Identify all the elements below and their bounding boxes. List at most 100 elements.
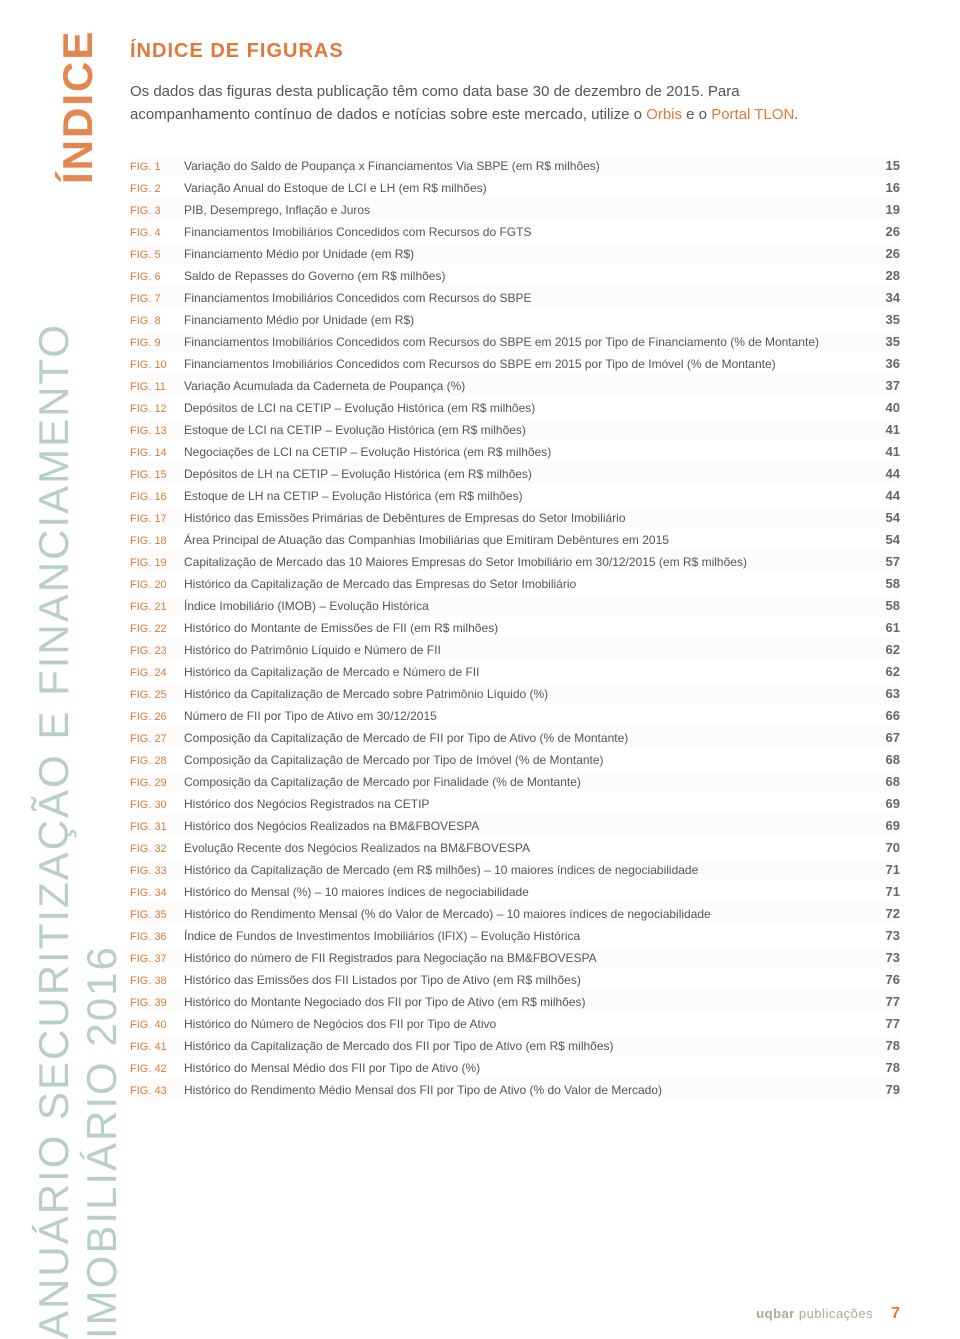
figure-row[interactable]: FIG. 43Histórico do Rendimento Médio Men… bbox=[130, 1078, 900, 1100]
figure-description: Histórico do Rendimento Médio Mensal dos… bbox=[184, 1083, 870, 1097]
figure-page: 71 bbox=[870, 862, 900, 877]
figure-row[interactable]: FIG. 39Histórico do Montante Negociado d… bbox=[130, 990, 900, 1012]
figure-description: Histórico do Patrimônio Líquido e Número… bbox=[184, 643, 870, 657]
figure-number: FIG. 12 bbox=[130, 403, 184, 415]
figure-page: 57 bbox=[870, 554, 900, 569]
footer-page-number: 7 bbox=[891, 1305, 900, 1323]
figure-number: FIG. 15 bbox=[130, 469, 184, 481]
figure-page: 72 bbox=[870, 906, 900, 921]
figure-page: 77 bbox=[870, 994, 900, 1009]
figure-row[interactable]: FIG. 11Variação Acumulada da Caderneta d… bbox=[130, 374, 900, 396]
figure-page: 78 bbox=[870, 1038, 900, 1053]
figure-row[interactable]: FIG. 10Financiamentos Imobiliários Conce… bbox=[130, 352, 900, 374]
figure-row[interactable]: FIG. 25Histórico da Capitalização de Mer… bbox=[130, 682, 900, 704]
figure-number: FIG. 26 bbox=[130, 711, 184, 723]
intro-text-mid: e o bbox=[682, 106, 711, 123]
figure-row[interactable]: FIG. 18Área Principal de Atuação das Com… bbox=[130, 528, 900, 550]
figure-row[interactable]: FIG. 26Número de FII por Tipo de Ativo e… bbox=[130, 704, 900, 726]
figure-row[interactable]: FIG. 7Financiamentos Imobiliários Conced… bbox=[130, 286, 900, 308]
figure-page: 77 bbox=[870, 1016, 900, 1031]
figure-page: 78 bbox=[870, 1060, 900, 1075]
figure-row[interactable]: FIG. 22Histórico do Montante de Emissões… bbox=[130, 616, 900, 638]
link-portal-tlon[interactable]: Portal TLON bbox=[711, 106, 794, 123]
figure-row[interactable]: FIG. 6Saldo de Repasses do Governo (em R… bbox=[130, 264, 900, 286]
figure-description: Composição da Capitalização de Mercado p… bbox=[184, 775, 870, 789]
link-orbis[interactable]: Orbis bbox=[646, 106, 682, 123]
sidebar-vertical: ANUÁRIO SECURITIZAÇÃO E FINANCIAMENTO IM… bbox=[30, 30, 126, 1339]
figure-row[interactable]: FIG. 35Histórico do Rendimento Mensal (%… bbox=[130, 902, 900, 924]
figure-number: FIG. 20 bbox=[130, 579, 184, 591]
sidebar-sub-title: ÍNDICE bbox=[54, 30, 102, 184]
figure-row[interactable]: FIG. 36Índice de Fundos de Investimentos… bbox=[130, 924, 900, 946]
figure-page: 62 bbox=[870, 664, 900, 679]
figure-row[interactable]: FIG. 38Histórico das Emissões dos FII Li… bbox=[130, 968, 900, 990]
page: ANUÁRIO SECURITIZAÇÃO E FINANCIAMENTO IM… bbox=[0, 0, 960, 1339]
figure-number: FIG. 38 bbox=[130, 975, 184, 987]
figure-row[interactable]: FIG. 30Histórico dos Negócios Registrado… bbox=[130, 792, 900, 814]
figure-row[interactable]: FIG. 28Composição da Capitalização de Me… bbox=[130, 748, 900, 770]
figure-description: Depósitos de LH na CETIP – Evolução Hist… bbox=[184, 467, 870, 481]
figure-number: FIG. 29 bbox=[130, 777, 184, 789]
figure-row[interactable]: FIG. 13Estoque de LCI na CETIP – Evoluçã… bbox=[130, 418, 900, 440]
figure-row[interactable]: FIG. 15Depósitos de LH na CETIP – Evoluç… bbox=[130, 462, 900, 484]
figure-row[interactable]: FIG. 2Variação Anual do Estoque de LCI e… bbox=[130, 176, 900, 198]
figure-number: FIG. 31 bbox=[130, 821, 184, 833]
figure-row[interactable]: FIG. 8Financiamento Médio por Unidade (e… bbox=[130, 308, 900, 330]
figure-description: Histórico do Número de Negócios dos FII … bbox=[184, 1017, 870, 1031]
figure-row[interactable]: FIG. 20Histórico da Capitalização de Mer… bbox=[130, 572, 900, 594]
figure-row[interactable]: FIG. 42Histórico do Mensal Médio dos FII… bbox=[130, 1056, 900, 1078]
figure-description: Depósitos de LCI na CETIP – Evolução His… bbox=[184, 401, 870, 415]
figure-row[interactable]: FIG. 34Histórico do Mensal (%) – 10 maio… bbox=[130, 880, 900, 902]
figure-number: FIG. 24 bbox=[130, 667, 184, 679]
figure-row[interactable]: FIG. 12Depósitos de LCI na CETIP – Evolu… bbox=[130, 396, 900, 418]
figure-row[interactable]: FIG. 17Histórico das Emissões Primárias … bbox=[130, 506, 900, 528]
figure-row[interactable]: FIG. 41Histórico da Capitalização de Mer… bbox=[130, 1034, 900, 1056]
figure-description: Histórico dos Negócios Registrados na CE… bbox=[184, 797, 870, 811]
figure-row[interactable]: FIG. 37Histórico do número de FII Regist… bbox=[130, 946, 900, 968]
figure-number: FIG. 34 bbox=[130, 887, 184, 899]
figure-row[interactable]: FIG. 31Histórico dos Negócios Realizados… bbox=[130, 814, 900, 836]
figure-row[interactable]: FIG. 24Histórico da Capitalização de Mer… bbox=[130, 660, 900, 682]
figure-row[interactable]: FIG. 29Composição da Capitalização de Me… bbox=[130, 770, 900, 792]
sidebar-main-title: ANUÁRIO SECURITIZAÇÃO E FINANCIAMENTO IM… bbox=[30, 198, 126, 1339]
figure-row[interactable]: FIG. 21Índice Imobiliário (IMOB) – Evolu… bbox=[130, 594, 900, 616]
figure-row[interactable]: FIG. 4Financiamentos Imobiliários Conced… bbox=[130, 220, 900, 242]
figure-row[interactable]: FIG. 40Histórico do Número de Negócios d… bbox=[130, 1012, 900, 1034]
figure-row[interactable]: FIG. 23Histórico do Patrimônio Líquido e… bbox=[130, 638, 900, 660]
figure-description: Histórico da Capitalização de Mercado (e… bbox=[184, 863, 870, 877]
figure-row[interactable]: FIG. 1Variação do Saldo de Poupança x Fi… bbox=[130, 154, 900, 176]
figure-page: 73 bbox=[870, 928, 900, 943]
figure-description: Histórico das Emissões Primárias de Debê… bbox=[184, 511, 870, 525]
figure-page: 58 bbox=[870, 576, 900, 591]
figure-description: Composição da Capitalização de Mercado d… bbox=[184, 731, 870, 745]
intro-paragraph: Os dados das figuras desta publicação tê… bbox=[130, 81, 850, 126]
figure-number: FIG. 13 bbox=[130, 425, 184, 437]
figure-page: 41 bbox=[870, 444, 900, 459]
figure-number: FIG. 6 bbox=[130, 271, 184, 283]
figure-row[interactable]: FIG. 19Capitalização de Mercado das 10 M… bbox=[130, 550, 900, 572]
figure-number: FIG. 27 bbox=[130, 733, 184, 745]
figure-description: Financiamento Médio por Unidade (em R$) bbox=[184, 247, 870, 261]
figure-row[interactable]: FIG. 33Histórico da Capitalização de Mer… bbox=[130, 858, 900, 880]
figure-description: Histórico das Emissões dos FII Listados … bbox=[184, 973, 870, 987]
figure-page: 76 bbox=[870, 972, 900, 987]
figure-row[interactable]: FIG. 16Estoque de LH na CETIP – Evolução… bbox=[130, 484, 900, 506]
figure-row[interactable]: FIG. 3PIB, Desemprego, Inflação e Juros1… bbox=[130, 198, 900, 220]
figure-row[interactable]: FIG. 5Financiamento Médio por Unidade (e… bbox=[130, 242, 900, 264]
figure-row[interactable]: FIG. 27Composição da Capitalização de Me… bbox=[130, 726, 900, 748]
figure-row[interactable]: FIG. 32Evolução Recente dos Negócios Rea… bbox=[130, 836, 900, 858]
figure-number: FIG. 25 bbox=[130, 689, 184, 701]
footer-brand-bold: uqbar bbox=[756, 1306, 795, 1321]
page-footer: uqbar publicações 7 bbox=[756, 1305, 900, 1323]
figure-row[interactable]: FIG. 14Negociações de LCI na CETIP – Evo… bbox=[130, 440, 900, 462]
figure-row[interactable]: FIG. 9Financiamentos Imobiliários Conced… bbox=[130, 330, 900, 352]
figure-number: FIG. 43 bbox=[130, 1085, 184, 1097]
page-heading: ÍNDICE DE FIGURAS bbox=[130, 40, 900, 63]
figure-page: 79 bbox=[870, 1082, 900, 1097]
figure-page: 68 bbox=[870, 774, 900, 789]
figure-number: FIG. 8 bbox=[130, 315, 184, 327]
figure-page: 34 bbox=[870, 290, 900, 305]
figure-page: 15 bbox=[870, 158, 900, 173]
figure-description: Histórico da Capitalização de Mercado e … bbox=[184, 665, 870, 679]
figure-description: Financiamentos Imobiliários Concedidos c… bbox=[184, 225, 870, 239]
